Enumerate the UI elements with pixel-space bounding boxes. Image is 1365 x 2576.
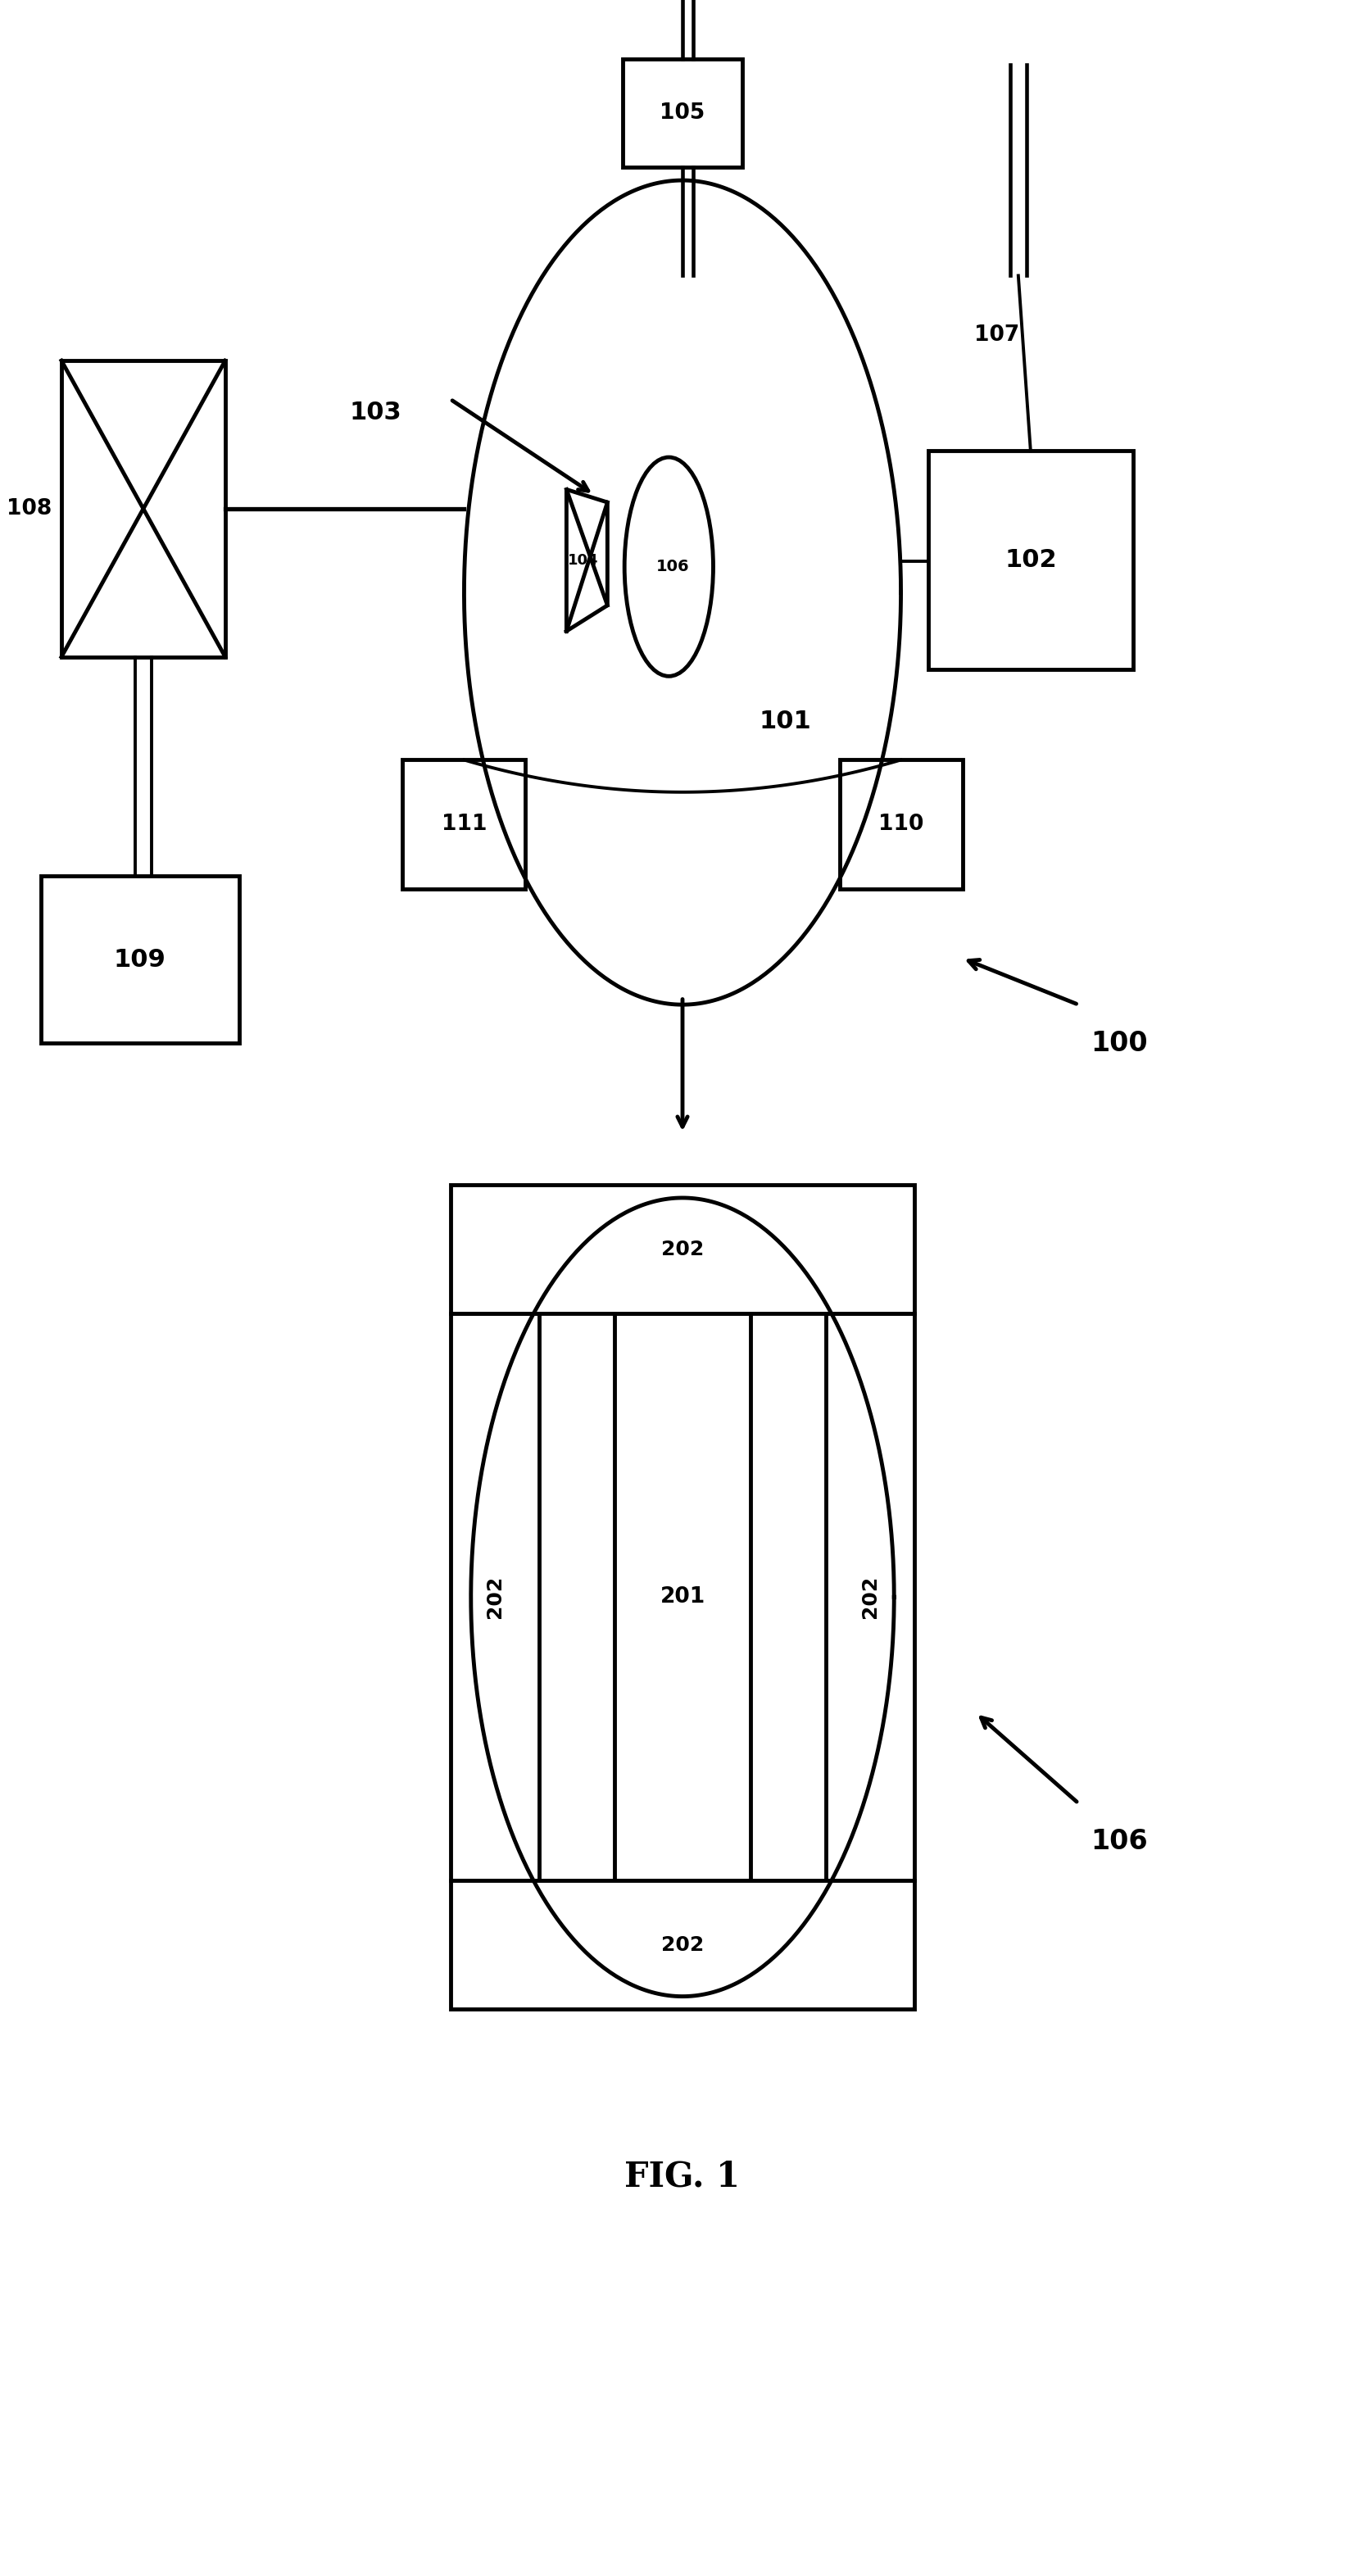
Text: 108: 108 (7, 497, 52, 520)
Text: 109: 109 (113, 948, 167, 971)
Text: 106: 106 (657, 559, 689, 574)
Bar (622, 59, 743, 167)
Bar (614, 1314, 751, 1880)
Text: 100: 100 (1091, 1030, 1148, 1056)
Text: 106: 106 (1091, 1829, 1148, 1855)
Polygon shape (566, 489, 607, 631)
Text: 201: 201 (659, 1587, 706, 1607)
Text: 101: 101 (759, 708, 811, 734)
Bar (450, 1314, 539, 1880)
Text: 103: 103 (349, 399, 401, 425)
Text: 111: 111 (441, 814, 487, 835)
Bar (839, 760, 962, 889)
Text: 202: 202 (485, 1577, 505, 1618)
Bar (928, 451, 1133, 670)
Ellipse shape (625, 456, 713, 675)
Text: 105: 105 (659, 103, 706, 124)
Bar (826, 1314, 915, 1880)
Text: 202: 202 (661, 1935, 704, 1955)
Text: 104: 104 (568, 554, 598, 567)
Text: 202: 202 (860, 1577, 880, 1618)
Text: 110: 110 (878, 814, 924, 835)
Bar (450, 1185, 915, 1314)
Text: 107: 107 (973, 325, 1020, 345)
Bar (450, 1880, 915, 2009)
Bar (403, 760, 526, 889)
Text: 102: 102 (1005, 549, 1057, 572)
Bar (41, 876, 239, 1043)
Bar (61, 361, 225, 657)
Text: FIG. 1: FIG. 1 (625, 2159, 740, 2195)
Text: 202: 202 (661, 1239, 704, 1260)
